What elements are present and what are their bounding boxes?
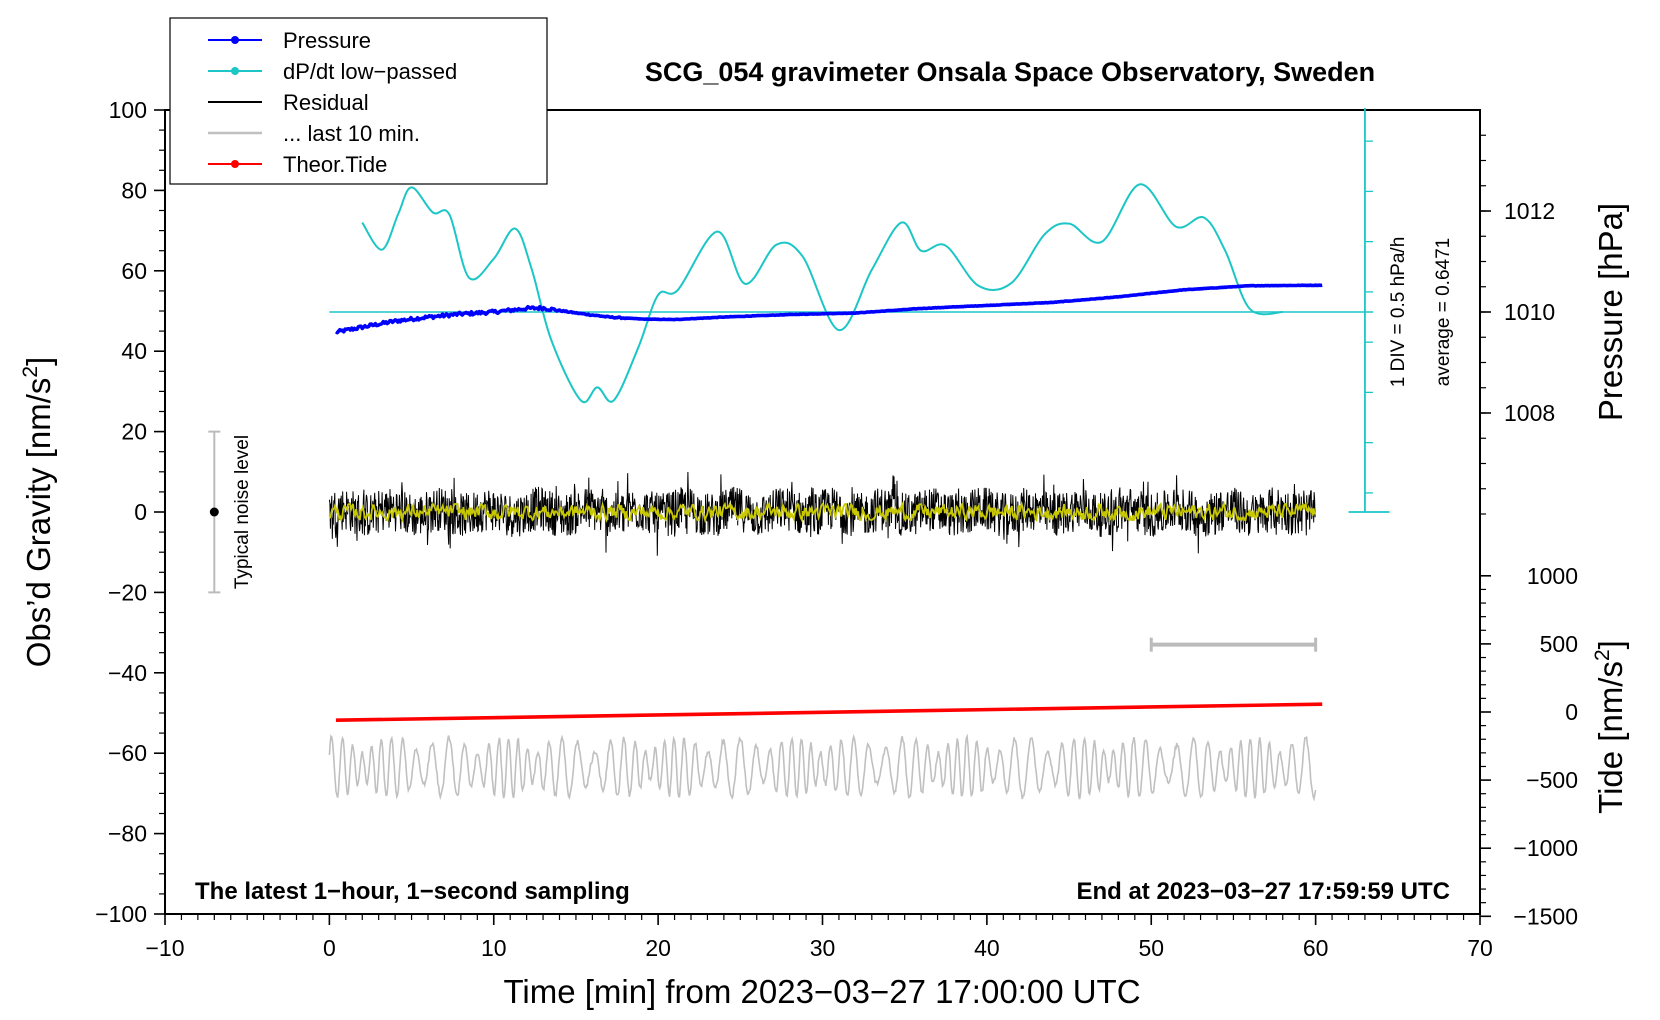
- pressure-tick-label: 1012: [1504, 198, 1555, 224]
- tide-tick-label: 1000: [1527, 563, 1578, 589]
- chart-title: SCG_054 gravimeter Onsala Space Observat…: [645, 57, 1375, 87]
- last-10-min-line: [328, 733, 1317, 802]
- x-tick-label: 20: [645, 935, 671, 961]
- x-axis-label: Time [min] from 2023−03−27 17:00:00 UTC: [503, 973, 1140, 1010]
- dpdt-scale-note: 1 DIV = 0.5 hPa/h: [1388, 237, 1409, 388]
- pressure-tick-label: 1008: [1504, 400, 1555, 426]
- tide-tick-label: −1000: [1513, 835, 1578, 861]
- y-left-tick-label: 80: [121, 177, 147, 203]
- legend-label: Residual: [283, 90, 369, 115]
- series-layer: [208, 183, 1323, 802]
- dpdt-line: [361, 183, 1283, 404]
- legend-marker: [231, 160, 239, 168]
- y-left-tick-label: 100: [109, 97, 147, 123]
- tide-axis-label: Tide [nm/s2]: [1591, 640, 1629, 814]
- pressure-line: [334, 283, 1323, 335]
- x-tick-label: 50: [1138, 935, 1164, 961]
- x-tick-label: 10: [481, 935, 507, 961]
- legend-marker: [231, 36, 239, 44]
- tide-tick-label: 500: [1540, 631, 1578, 657]
- noise-level-label: Typical noise level: [232, 435, 253, 589]
- x-tick-label: 0: [323, 935, 336, 961]
- y-left-tick-label: −40: [108, 660, 147, 686]
- residual-smoothed-line: [328, 500, 1316, 524]
- legend-label: Theor.Tide: [283, 152, 387, 177]
- tide-tick-label: −1500: [1513, 903, 1578, 929]
- bottom-left-note: The latest 1−hour, 1−second sampling: [195, 878, 630, 905]
- x-tick-label: 30: [810, 935, 836, 961]
- x-tick-label: −10: [145, 935, 184, 961]
- legend-marker: [231, 67, 239, 75]
- y-left-axis-label: Obs’d Gravity [nm/s2]: [19, 357, 57, 668]
- y-left-tick-label: 40: [121, 338, 147, 364]
- y-left-tick-label: 60: [121, 258, 147, 284]
- legend-label: Pressure: [283, 28, 371, 53]
- axis-ticks: −10 0 10 20 30 40 50 60 70−100−80−60−40−20020406…: [95, 97, 1578, 961]
- pressure-axis-label: Pressure [hPa]: [1592, 203, 1629, 421]
- y-left-tick-label: −60: [108, 740, 147, 766]
- pressure-tick-label: 1010: [1504, 299, 1555, 325]
- tide-tick-label: −500: [1526, 767, 1578, 793]
- y-left-tick-label: 20: [121, 419, 147, 445]
- legend: Pressure dP/dt low−passed Residual ... last…: [169, 17, 548, 185]
- tide-tick-label: 0: [1565, 699, 1578, 725]
- y-left-tick-label: 0: [134, 499, 147, 525]
- legend-label: dP/dt low−passed: [283, 59, 457, 84]
- x-tick-label: 40: [974, 935, 1000, 961]
- dpdt-average-note: average = 0.6471: [1433, 238, 1454, 386]
- noise-bar-center-dot: [209, 507, 219, 517]
- x-tick-label: 60: [1303, 935, 1329, 961]
- y-left-tick-label: −80: [108, 821, 147, 847]
- theor-tide-line: [335, 702, 1323, 723]
- bottom-right-note: End at 2023−03−27 17:59:59 UTC: [1076, 878, 1450, 905]
- y-left-tick-label: −100: [95, 901, 147, 927]
- legend-label: ... last 10 min.: [283, 121, 420, 146]
- x-tick-label: 70: [1467, 935, 1493, 961]
- residual-line: [328, 471, 1316, 556]
- y-left-tick-label: −20: [108, 579, 147, 605]
